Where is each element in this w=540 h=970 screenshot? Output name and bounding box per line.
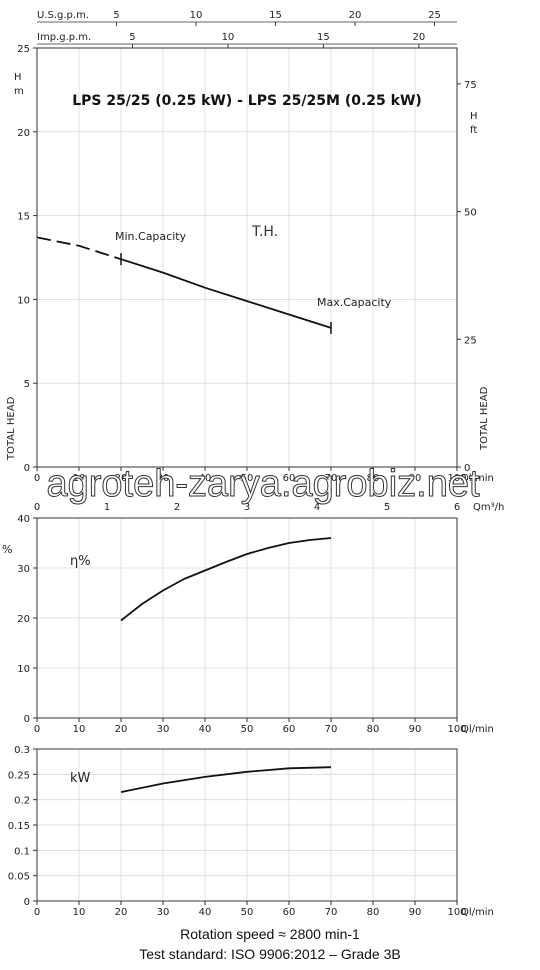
us-gpm-tick-label: 10 bbox=[190, 10, 203, 21]
curve-th bbox=[36, 236, 332, 329]
x-tick-label: 40 bbox=[199, 724, 212, 735]
x-tick-label: 50 bbox=[241, 473, 254, 484]
y-tick-label: 10 bbox=[17, 664, 30, 675]
th-curve-label: T.H. bbox=[251, 224, 278, 240]
y2-axis-label: TOTAL HEAD bbox=[479, 386, 490, 451]
y-tick-label: 0.3 bbox=[14, 745, 30, 756]
x-tick-label: 30 bbox=[157, 724, 170, 735]
y-tick-label: 20 bbox=[17, 614, 30, 625]
x-tick-label: 50 bbox=[241, 724, 254, 735]
x-axis-label: Ql/min bbox=[461, 473, 494, 484]
x2-tick-label: 2 bbox=[174, 502, 180, 513]
imp-gpm-tick-label: 10 bbox=[222, 32, 235, 43]
imp-gpm-axis-label: Imp.g.p.m. bbox=[37, 32, 91, 43]
min-capacity-label: Min.Capacity bbox=[115, 230, 187, 243]
y-tick-label: 40 bbox=[17, 514, 30, 525]
x-tick-label: 10 bbox=[73, 907, 86, 918]
y2-tick-label: 75 bbox=[464, 80, 477, 91]
x-tick-label: 80 bbox=[367, 724, 380, 735]
x-tick-label: 90 bbox=[409, 473, 422, 484]
x2-tick-label: 0 bbox=[34, 502, 40, 513]
y2-unit-ft: ft bbox=[470, 125, 477, 136]
x-tick-label: 60 bbox=[283, 473, 296, 484]
x2-axis-label: Qm³/h bbox=[473, 502, 504, 513]
x-axis-label: Ql/min bbox=[461, 724, 494, 735]
y-unit-h: H bbox=[14, 72, 22, 83]
y-tick-label: 25 bbox=[17, 44, 30, 55]
x-tick-label: 60 bbox=[283, 724, 296, 735]
y-tick-label: 0 bbox=[24, 463, 30, 474]
x-tick-label: 70 bbox=[325, 473, 338, 484]
test-standard-note: Test standard: ISO 9906:2012 – Grade 3B bbox=[139, 946, 401, 962]
y-tick-label: 15 bbox=[17, 212, 30, 223]
y2-tick-label: 25 bbox=[464, 335, 477, 346]
x-axis-label: Ql/min bbox=[461, 907, 494, 918]
y-tick-label: 0.1 bbox=[14, 846, 30, 857]
max-capacity-label: Max.Capacity bbox=[317, 296, 392, 309]
x-tick-label: 30 bbox=[157, 473, 170, 484]
us-gpm-tick-label: 25 bbox=[428, 10, 441, 21]
x2-tick-label: 5 bbox=[384, 502, 390, 513]
x-tick-label: 100 bbox=[447, 907, 466, 918]
x-tick-label: 40 bbox=[199, 473, 212, 484]
imp-gpm-tick-label: 20 bbox=[413, 32, 426, 43]
x-tick-label: 70 bbox=[325, 907, 338, 918]
y-tick-label: 0 bbox=[24, 714, 30, 725]
y-tick-label: 30 bbox=[17, 564, 30, 575]
x-tick-label: 60 bbox=[283, 907, 296, 918]
y-tick-label: 10 bbox=[17, 295, 30, 306]
x-tick-label: 40 bbox=[199, 907, 212, 918]
power-label: kW bbox=[70, 771, 91, 786]
x-tick-label: 20 bbox=[115, 724, 128, 735]
x-tick-label: 10 bbox=[73, 473, 86, 484]
us-gpm-tick-label: 5 bbox=[113, 10, 119, 21]
x-tick-label: 90 bbox=[409, 907, 422, 918]
y-tick-label: 0.05 bbox=[8, 872, 30, 883]
y-tick-label: 20 bbox=[17, 128, 30, 139]
x-tick-label: 30 bbox=[157, 907, 170, 918]
x-tick-label: 90 bbox=[409, 724, 422, 735]
y-axis-label: TOTAL HEAD bbox=[6, 396, 17, 461]
watermark-text: agroteh-zarya.agrobiz.net bbox=[46, 463, 479, 505]
x-tick-label: 70 bbox=[325, 724, 338, 735]
x-tick-label: 0 bbox=[34, 724, 40, 735]
x2-tick-label: 6 bbox=[454, 502, 460, 513]
x-tick-label: 100 bbox=[447, 473, 466, 484]
x2-tick-label: 3 bbox=[244, 502, 250, 513]
x-tick-label: 20 bbox=[115, 907, 128, 918]
us-gpm-tick-label: 20 bbox=[349, 10, 362, 21]
x-tick-label: 0 bbox=[34, 473, 40, 484]
y-tick-label: 0.15 bbox=[8, 821, 30, 832]
curve- bbox=[120, 537, 332, 622]
x-tick-label: 10 bbox=[73, 724, 86, 735]
y-tick-label: 0.2 bbox=[14, 796, 30, 807]
y2-unit-h: H bbox=[470, 111, 478, 122]
curve-kw bbox=[120, 766, 332, 793]
x-tick-label: 80 bbox=[367, 473, 380, 484]
chart-title: LPS 25/25 (0.25 kW) - LPS 25/25M (0.25 k… bbox=[72, 93, 422, 109]
y-tick-label: 0.25 bbox=[8, 770, 30, 781]
rotation-speed-note: Rotation speed ≈ 2800 min-1 bbox=[180, 926, 360, 942]
x-tick-label: 80 bbox=[367, 907, 380, 918]
percent-unit: % bbox=[2, 543, 12, 556]
x-tick-label: 50 bbox=[241, 907, 254, 918]
x-tick-label: 0 bbox=[34, 907, 40, 918]
imp-gpm-tick-label: 15 bbox=[317, 32, 330, 43]
x-tick-label: 20 bbox=[115, 473, 128, 484]
y2-tick-label: 0 bbox=[464, 463, 470, 474]
x-tick-label: 100 bbox=[447, 724, 466, 735]
y-tick-label: 5 bbox=[24, 379, 30, 390]
y-unit-m: m bbox=[14, 86, 24, 97]
us-gpm-tick-label: 15 bbox=[269, 10, 282, 21]
y-tick-label: 0 bbox=[24, 897, 30, 908]
y2-tick-label: 50 bbox=[464, 208, 477, 219]
us-gpm-axis-label: U.S.g.p.m. bbox=[37, 10, 89, 21]
imp-gpm-tick-label: 5 bbox=[129, 32, 135, 43]
efficiency-label: η% bbox=[70, 554, 91, 569]
x2-tick-label: 1 bbox=[104, 502, 110, 513]
curve-head-dashed bbox=[36, 236, 122, 261]
x2-tick-label: 4 bbox=[314, 502, 320, 513]
